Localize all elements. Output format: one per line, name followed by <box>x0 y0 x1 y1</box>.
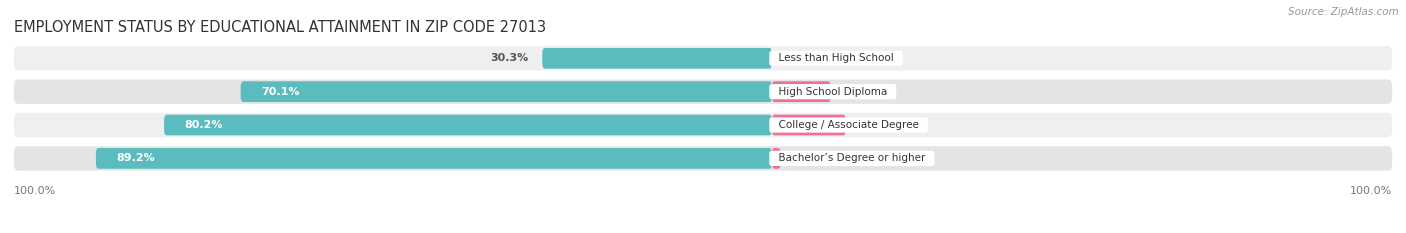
FancyBboxPatch shape <box>165 115 772 135</box>
Text: College / Associate Degree: College / Associate Degree <box>772 120 925 130</box>
Text: 2.7%: 2.7% <box>846 87 877 97</box>
FancyBboxPatch shape <box>772 81 831 102</box>
FancyBboxPatch shape <box>240 81 772 102</box>
Text: EMPLOYMENT STATUS BY EDUCATIONAL ATTAINMENT IN ZIP CODE 27013: EMPLOYMENT STATUS BY EDUCATIONAL ATTAINM… <box>14 20 546 35</box>
Text: 89.2%: 89.2% <box>117 153 155 163</box>
Text: Bachelor’s Degree or higher: Bachelor’s Degree or higher <box>772 153 932 163</box>
Text: Less than High School: Less than High School <box>772 53 900 63</box>
FancyBboxPatch shape <box>14 79 1392 104</box>
Text: 30.3%: 30.3% <box>491 53 529 63</box>
FancyBboxPatch shape <box>543 48 772 69</box>
FancyBboxPatch shape <box>14 46 1392 70</box>
Text: Source: ZipAtlas.com: Source: ZipAtlas.com <box>1288 7 1399 17</box>
Text: High School Diploma: High School Diploma <box>772 87 894 97</box>
Text: 70.1%: 70.1% <box>262 87 299 97</box>
Text: 100.0%: 100.0% <box>14 186 56 196</box>
Text: 80.2%: 80.2% <box>184 120 224 130</box>
FancyBboxPatch shape <box>96 148 772 169</box>
FancyBboxPatch shape <box>14 146 1392 171</box>
FancyBboxPatch shape <box>14 113 1392 137</box>
Text: 0.4%: 0.4% <box>797 153 828 163</box>
Text: 100.0%: 100.0% <box>1350 186 1392 196</box>
Text: 0.0%: 0.0% <box>789 53 820 63</box>
FancyBboxPatch shape <box>772 148 780 169</box>
FancyBboxPatch shape <box>772 115 845 135</box>
Text: 3.4%: 3.4% <box>862 120 893 130</box>
